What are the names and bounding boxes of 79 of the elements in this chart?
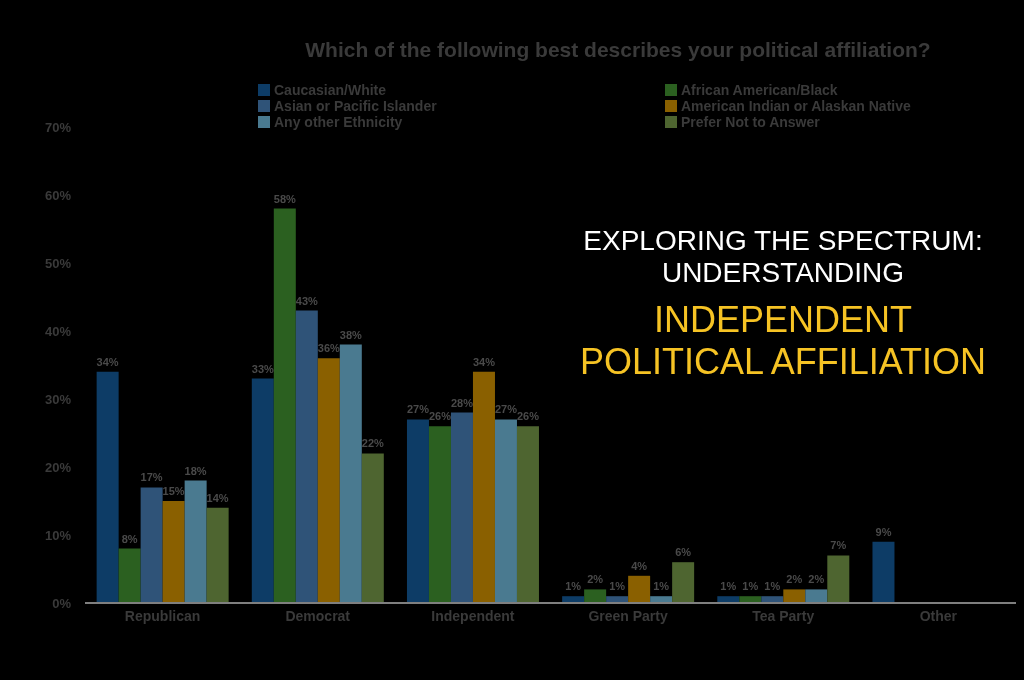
data-label: 14% (206, 491, 229, 504)
bar (273, 208, 296, 603)
data-label: 22% (361, 437, 385, 450)
bar (428, 426, 451, 603)
chart-title: Which of the following best describes your political affiliation? (305, 38, 931, 61)
data-label: 33% (251, 362, 275, 375)
y-tick-label: 0% (52, 595, 72, 611)
data-label: 34% (472, 355, 496, 368)
bar (805, 589, 828, 603)
data-label: 1% (609, 580, 626, 593)
bar (672, 562, 695, 603)
bar (118, 548, 141, 603)
x-tick-label: Democrat (285, 607, 351, 624)
legend-label: African American/Black (681, 82, 838, 98)
bar (827, 555, 850, 603)
data-label: 2% (786, 573, 803, 586)
data-label: 2% (587, 573, 604, 586)
data-label: 1% (764, 580, 781, 593)
bar (162, 501, 185, 603)
y-tick-label: 50% (44, 255, 72, 271)
x-tick-label: Republican (124, 607, 201, 624)
data-label: 1% (742, 580, 759, 593)
legend-label: American Indian or Alaskan Native (681, 98, 911, 114)
bar (206, 507, 229, 603)
bar (450, 412, 473, 603)
data-label: 7% (830, 539, 847, 552)
data-label: 26% (428, 410, 452, 423)
data-label: 8% (121, 532, 138, 545)
bar (872, 541, 895, 603)
x-tick-label: Green Party (588, 607, 668, 624)
y-tick-label: 20% (44, 459, 72, 475)
data-label: 1% (565, 580, 582, 593)
data-label: 36% (317, 342, 341, 355)
bar (295, 310, 318, 603)
data-label: 58% (273, 192, 297, 205)
data-label: 38% (339, 328, 363, 341)
bar (494, 419, 517, 603)
bar (361, 453, 384, 603)
data-label: 28% (450, 396, 474, 409)
y-tick-label: 30% (44, 391, 72, 407)
data-label: 15% (162, 485, 185, 497)
bar (339, 344, 362, 603)
data-label: 6% (675, 546, 692, 559)
bar (140, 487, 163, 603)
bar (472, 371, 495, 603)
y-tick-label: 40% (44, 323, 72, 339)
data-label: 2% (808, 573, 825, 586)
legend-label: Caucasian/White (274, 82, 387, 98)
data-label: 43% (295, 294, 319, 307)
data-label: 1% (720, 580, 737, 593)
x-tick-label: Independent (431, 607, 515, 624)
bar (184, 480, 207, 603)
bar (251, 378, 274, 603)
data-label: 18% (184, 464, 207, 477)
data-label: 27% (494, 403, 518, 416)
bar (783, 589, 806, 603)
bar (584, 589, 607, 603)
bar (317, 358, 340, 603)
bar (96, 371, 119, 603)
legend-label: Prefer Not to Answer (681, 114, 820, 130)
data-label: 17% (140, 471, 163, 484)
legend-label: Asian or Pacific Islander (274, 98, 437, 114)
x-tick-label: Tea Party (752, 607, 815, 624)
data-label: 34% (96, 355, 119, 368)
annotation: EXPLORING THE SPECTRUM: UNDERSTANDING (583, 225, 983, 289)
annotation: INDEPENDENT POLITICAL AFFILIATION (579, 299, 987, 382)
data-label: 26% (516, 410, 540, 423)
x-tick-label: Other (919, 607, 958, 624)
y-tick-label: 10% (44, 527, 72, 543)
legend-label: Any other Ethnicity (274, 114, 403, 130)
bar (406, 419, 429, 603)
data-label: 27% (406, 403, 430, 416)
bar (628, 575, 651, 603)
data-label: 1% (653, 580, 670, 593)
bar (516, 426, 539, 603)
y-tick-label: 70% (44, 119, 72, 135)
data-label: 9% (875, 525, 892, 538)
y-tick-label: 60% (44, 187, 72, 203)
data-label: 4% (631, 559, 648, 572)
